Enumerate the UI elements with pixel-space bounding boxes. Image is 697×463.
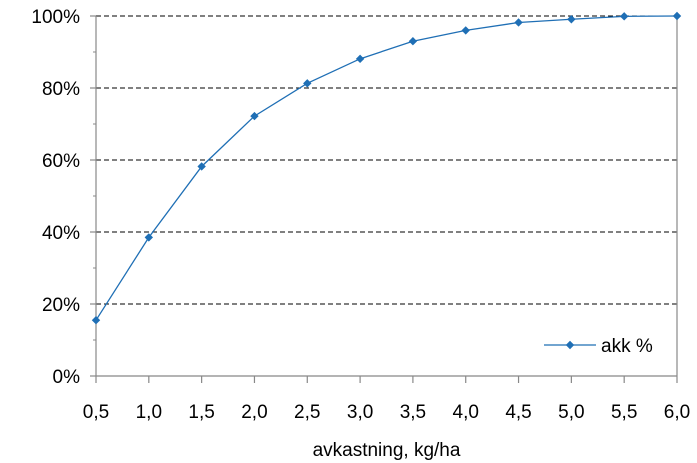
x-tick-label: 5,0 xyxy=(558,402,584,423)
data-point xyxy=(619,12,629,21)
x-tick-label: 5,5 xyxy=(611,402,637,423)
y-tick-label: 20% xyxy=(42,295,80,316)
data-point xyxy=(408,37,418,46)
legend: akk % xyxy=(544,336,653,357)
x-tick-label: 4,5 xyxy=(505,402,531,423)
y-tick-label: 100% xyxy=(31,7,80,28)
y-tick-label: 80% xyxy=(42,79,80,100)
data-point xyxy=(91,316,101,325)
data-point xyxy=(672,11,682,21)
data-point xyxy=(355,54,365,64)
data-point xyxy=(197,162,206,171)
data-point xyxy=(303,79,312,88)
x-tick-label: 1,5 xyxy=(188,402,214,423)
x-tick-label: 6,0 xyxy=(664,402,690,423)
legend-label: akk % xyxy=(601,336,653,357)
legend-marker xyxy=(565,340,575,350)
y-tick-label: 40% xyxy=(42,223,80,244)
x-tick-label: 2,0 xyxy=(241,402,267,423)
x-tick-label: 2,5 xyxy=(294,402,320,423)
x-tick-label: 0,5 xyxy=(83,402,109,423)
gridlines xyxy=(96,15,677,305)
series-group xyxy=(91,11,682,325)
y-tick-label: 60% xyxy=(42,151,80,172)
data-point xyxy=(514,18,523,27)
x-tick-label: 1,0 xyxy=(136,402,162,423)
data-point xyxy=(461,26,470,35)
x-tick-label: 3,5 xyxy=(400,402,426,423)
data-point xyxy=(250,111,259,121)
data-point xyxy=(144,233,154,242)
series-line xyxy=(95,15,678,321)
y-tick-label: 0% xyxy=(53,367,81,388)
x-tick-label: 4,0 xyxy=(453,402,479,423)
axes xyxy=(95,16,678,377)
data-point xyxy=(567,15,576,24)
x-axis-ticks: 0,5 1,0 1,5 2,0 2,5 3,0 3,5 4,0 4,5 5,0 5,5 6,0 xyxy=(83,376,690,423)
x-axis-title: avkastning, kg/ha xyxy=(313,440,461,461)
x-tick-label: 3,0 xyxy=(347,402,373,423)
y-axis-ticks: 0% 20% 40% 60% 80% 100% xyxy=(31,7,96,388)
